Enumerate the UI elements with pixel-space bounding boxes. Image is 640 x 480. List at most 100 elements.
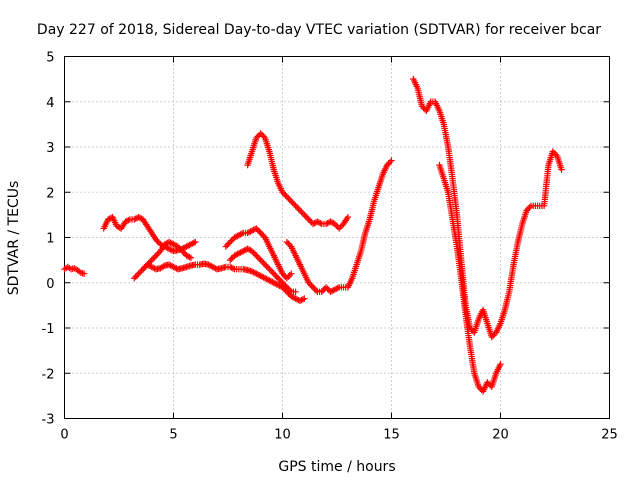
data-point-marker	[270, 279, 277, 286]
data-point-marker	[386, 158, 394, 166]
data-point-marker	[179, 247, 186, 255]
x-tick-label: 25	[601, 428, 618, 443]
data-point-marker	[139, 265, 147, 273]
data-point-marker	[141, 264, 148, 271]
data-point-marker	[170, 241, 177, 248]
data-point-marker	[232, 251, 240, 259]
data-point-marker	[226, 256, 234, 264]
data-point-marker	[319, 287, 327, 294]
data-point-marker	[133, 272, 141, 279]
data-point-marker	[488, 333, 495, 341]
data-point-marker	[476, 385, 484, 392]
data-point-marker	[309, 284, 317, 291]
data-point-marker	[149, 255, 157, 262]
data-point-marker	[526, 204, 533, 211]
data-point-marker	[148, 256, 155, 264]
data-point-marker	[181, 244, 189, 251]
data-point-marker	[144, 261, 151, 268]
series-arc-1	[61, 263, 88, 277]
data-point-marker	[186, 253, 193, 261]
data-point-marker	[272, 272, 279, 279]
data-point-marker	[306, 281, 314, 288]
data-point-marker	[136, 214, 144, 222]
data-point-marker	[322, 284, 330, 291]
data-point-marker	[149, 264, 157, 271]
data-point-marker	[258, 231, 266, 238]
data-point-marker	[270, 270, 277, 277]
data-point-marker	[552, 151, 559, 158]
data-point-marker	[245, 246, 253, 253]
y-axis-label: SDTVAR / TECUs	[6, 181, 22, 296]
data-point-marker	[283, 284, 291, 291]
data-point-marker	[277, 278, 285, 285]
data-point-marker	[238, 248, 246, 256]
data-point-marker	[314, 218, 321, 225]
data-point-marker	[226, 238, 234, 246]
data-point-marker	[289, 199, 296, 207]
data-point-marker	[131, 216, 138, 223]
data-point-marker	[244, 245, 251, 253]
series-arc-2	[100, 213, 199, 255]
data-point-marker	[151, 253, 158, 261]
data-point-marker	[254, 271, 261, 278]
data-point-marker	[301, 295, 308, 302]
data-point-marker	[298, 296, 305, 304]
data-point-marker	[324, 219, 331, 227]
data-point-marker	[334, 284, 341, 292]
data-point-marker	[305, 216, 312, 223]
data-point-marker	[167, 262, 174, 269]
data-point-marker	[306, 217, 314, 225]
data-point-marker	[296, 297, 304, 305]
data-point-marker	[282, 282, 289, 289]
data-point-marker	[165, 261, 173, 268]
data-point-marker	[285, 240, 292, 247]
data-point-marker	[254, 226, 261, 234]
data-point-marker	[228, 264, 235, 271]
data-point-marker	[260, 133, 267, 140]
y-tick-label: 0	[46, 277, 54, 292]
data-point-marker	[135, 213, 142, 221]
data-point-marker	[228, 255, 235, 262]
data-point-marker	[184, 253, 192, 260]
data-point-marker	[317, 219, 324, 227]
data-point-marker	[189, 240, 196, 247]
data-point-marker	[293, 204, 301, 211]
data-point-marker	[231, 234, 238, 241]
data-point-marker	[250, 268, 257, 276]
data-point-marker	[280, 190, 288, 197]
data-point-marker	[228, 237, 235, 244]
data-point-marker	[261, 275, 269, 282]
y-tick-label: -1	[42, 322, 55, 337]
data-point-marker	[280, 281, 288, 288]
data-point-marker	[226, 263, 234, 271]
data-point-marker	[324, 285, 331, 292]
data-point-marker	[263, 275, 270, 283]
data-point-marker	[232, 233, 240, 240]
data-point-marker	[298, 208, 305, 216]
data-point-marker	[308, 282, 315, 289]
data-point-marker	[333, 222, 340, 229]
data-point-marker	[286, 272, 293, 279]
data-points	[61, 75, 565, 395]
data-point-marker	[338, 222, 346, 229]
data-point-marker	[171, 241, 179, 249]
data-point-marker	[254, 253, 261, 261]
series-arc-7	[244, 130, 352, 232]
series-arc-5	[226, 245, 299, 295]
data-point-marker	[337, 223, 344, 231]
data-point-marker	[279, 189, 286, 196]
data-point-marker	[132, 215, 139, 222]
data-point-marker	[248, 227, 256, 234]
data-point-marker	[292, 202, 299, 210]
data-point-marker	[80, 270, 88, 277]
data-point-marker	[231, 252, 238, 259]
chart-title: Day 227 of 2018, Sidereal Day-to-day VTE…	[37, 22, 601, 38]
data-point-marker	[264, 264, 272, 271]
data-point-marker	[205, 261, 212, 268]
data-point-marker	[122, 218, 129, 225]
data-point-marker	[279, 279, 286, 286]
data-point-marker	[237, 231, 244, 238]
data-point-marker	[244, 229, 251, 237]
data-point-marker	[176, 244, 183, 252]
data-point-marker	[187, 241, 195, 248]
